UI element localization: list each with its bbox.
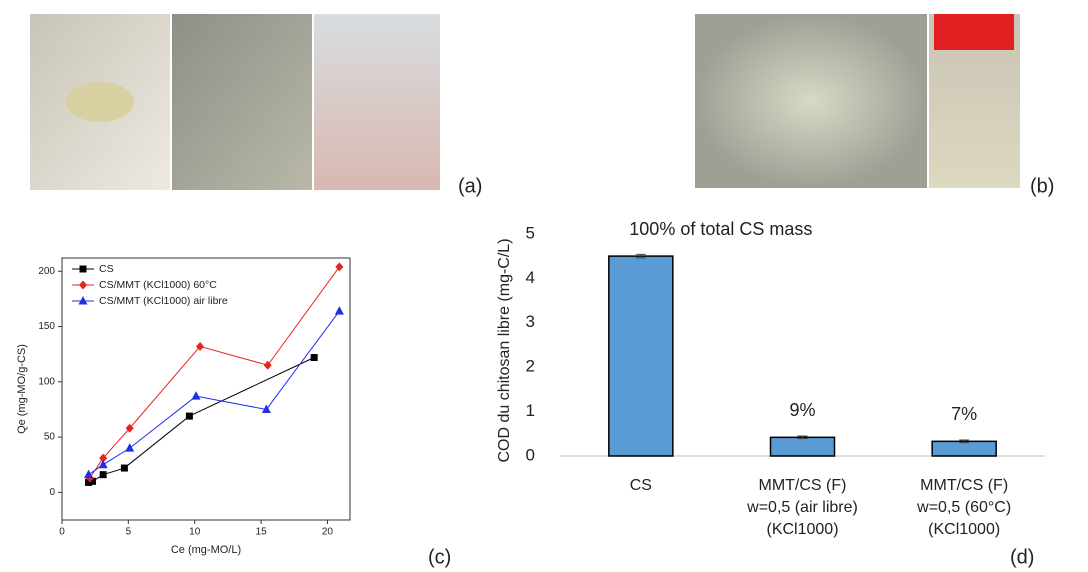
- panel-label: (a): [458, 175, 482, 197]
- marker: [99, 453, 108, 463]
- error-bar: [959, 439, 970, 444]
- series-line: [88, 357, 315, 483]
- marker: [196, 341, 205, 351]
- legend-label: CS/MMT (KCl1000) 60°C: [99, 279, 217, 291]
- marker: [85, 478, 93, 486]
- y-tick-label: 0: [49, 487, 55, 498]
- y-tick-label: 150: [38, 321, 55, 332]
- error-bar: [635, 253, 646, 259]
- marker: [99, 471, 107, 479]
- marker: [191, 391, 201, 400]
- marker: [125, 423, 134, 433]
- y-tick-label: 1: [526, 401, 535, 420]
- photo-b: [695, 14, 1020, 188]
- x-tick-label: w=0,5 (air libre): [746, 499, 858, 516]
- y-tick-label: 100: [38, 376, 55, 387]
- marker: [185, 412, 193, 420]
- marker: [120, 464, 128, 472]
- x-tick-label: 20: [322, 527, 334, 538]
- error-bar: [797, 435, 808, 440]
- panel-label: (b): [1030, 175, 1054, 197]
- bar: [769, 436, 836, 457]
- series-line: [89, 266, 340, 479]
- legend-marker: [79, 265, 87, 273]
- annotation: 7%: [951, 404, 977, 424]
- panel-label: (d): [1010, 546, 1034, 568]
- x-tick-label: 10: [189, 527, 201, 538]
- marker: [261, 404, 271, 413]
- marker: [335, 262, 344, 272]
- legend-label: CS/MMT (KCl1000) air libre: [99, 295, 228, 307]
- x-tick-label: MMT/CS (F): [920, 477, 1008, 494]
- marker: [263, 360, 272, 370]
- legend-marker: [79, 280, 87, 290]
- bar: [931, 440, 997, 457]
- x-tick-label: (KCl1000): [928, 521, 1000, 538]
- photo-a: [30, 14, 440, 190]
- marker: [98, 459, 108, 469]
- x-tick-label: CS: [630, 477, 652, 494]
- x-axis-label: Ce (mg-MO/L): [171, 544, 241, 556]
- x-tick-label: w=0,5 (60°C): [916, 499, 1011, 516]
- legend-label: CS: [99, 263, 114, 275]
- x-tick-label: 15: [256, 527, 268, 538]
- x-tick-label: 5: [126, 527, 132, 538]
- y-tick-label: 2: [526, 357, 535, 376]
- y-tick-label: 200: [38, 266, 55, 277]
- x-tick-label: MMT/CS (F): [759, 477, 847, 494]
- legend-marker: [78, 296, 88, 305]
- annotation: 100% of total CS mass: [629, 219, 812, 239]
- marker: [84, 469, 94, 479]
- plot-frame: [61, 257, 351, 521]
- annotation: 9%: [789, 400, 815, 420]
- marker: [89, 477, 97, 485]
- marker: [310, 353, 318, 361]
- x-tick-label: (KCl1000): [766, 521, 838, 538]
- panel-label: (c): [428, 546, 451, 568]
- y-tick-label: 3: [526, 312, 535, 331]
- y-tick-label: 4: [526, 268, 535, 287]
- y-tick-label: 50: [44, 432, 56, 443]
- y-tick-label: 5: [526, 223, 535, 242]
- y-axis-label: Qe (mg-MO/g-CS): [16, 344, 28, 434]
- x-tick-label: 0: [59, 527, 65, 538]
- y-tick-label: 0: [526, 445, 535, 464]
- marker: [334, 306, 344, 315]
- y-axis-label: COD du chitosan libre (mg-C/L): [496, 238, 513, 462]
- bar: [608, 255, 674, 457]
- marker: [125, 443, 135, 452]
